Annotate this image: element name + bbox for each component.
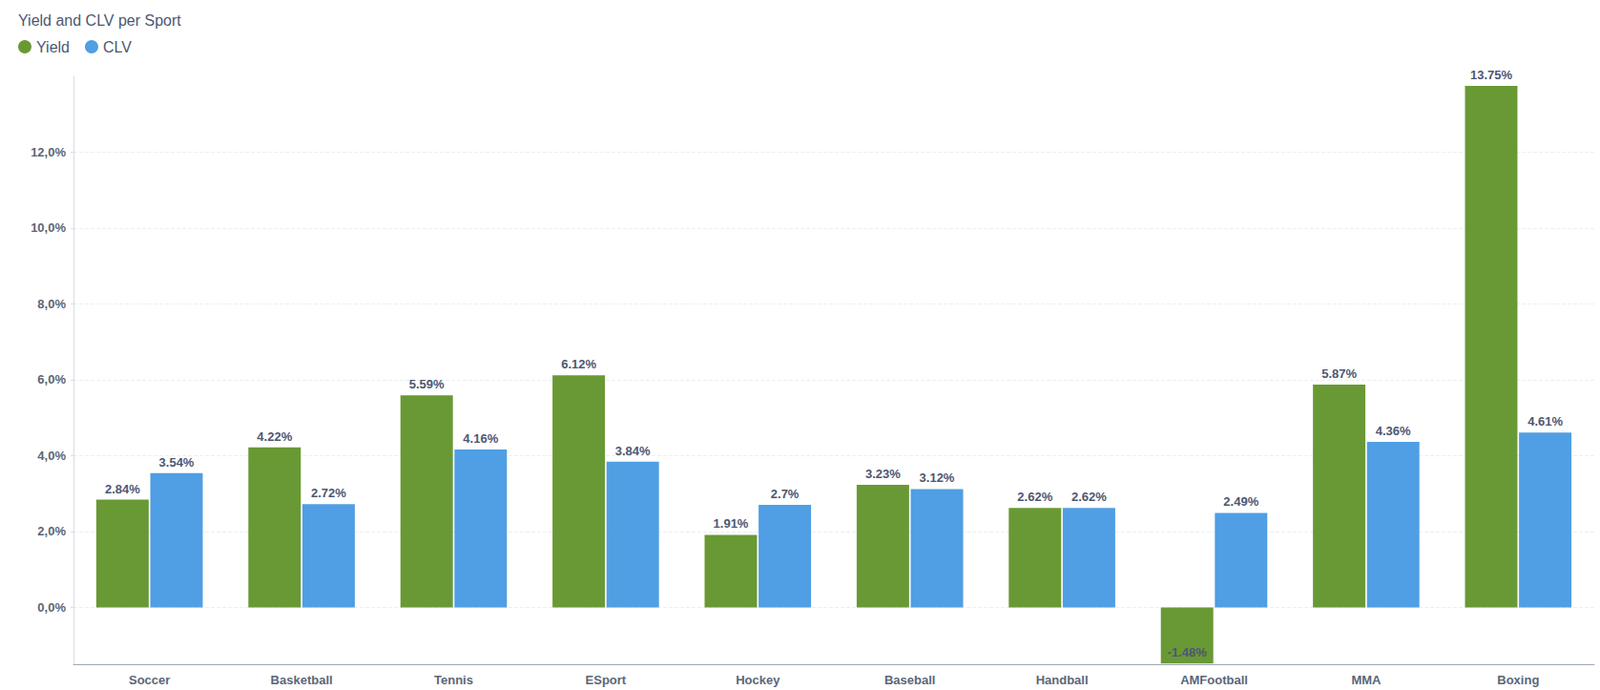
svg-text:Soccer: Soccer [128,672,170,687]
svg-text:0,0%: 0,0% [37,600,66,615]
svg-text:Boxing: Boxing [1496,672,1539,687]
svg-text:5.59%: 5.59% [409,376,445,392]
svg-text:1.91%: 1.91% [713,516,749,531]
svg-text:3.23%: 3.23% [865,466,901,481]
svg-text:AMFootball: AMFootball [1180,672,1248,687]
svg-text:CLV: CLV [103,39,132,56]
svg-text:4.61%: 4.61% [1527,414,1563,429]
svg-text:4.22%: 4.22% [256,429,292,444]
svg-text:4.16%: 4.16% [462,431,499,446]
svg-text:4,0%: 4,0% [37,448,66,463]
svg-text:Yield and CLV per Sport: Yield and CLV per Sport [18,12,182,29]
svg-text:5.87%: 5.87% [1321,366,1357,381]
svg-text:Basketball: Basketball [270,672,333,687]
svg-text:2.7%: 2.7% [770,486,800,501]
svg-text:13.75%: 13.75% [1470,67,1514,83]
svg-text:2.62%: 2.62% [1017,489,1053,504]
svg-text:2.84%: 2.84% [104,481,141,497]
svg-text:3.54%: 3.54% [159,455,195,470]
svg-text:6.12%: 6.12% [561,356,597,372]
svg-text:12,0%: 12,0% [30,145,66,160]
svg-text:Yield: Yield [36,39,70,56]
svg-text:Tennis: Tennis [434,672,474,687]
svg-text:Baseball: Baseball [884,672,936,687]
svg-text:8,0%: 8,0% [37,296,66,312]
svg-text:4.36%: 4.36% [1375,423,1412,438]
svg-text:2.72%: 2.72% [311,485,347,500]
svg-text:MMA: MMA [1350,672,1382,687]
svg-text:2,0%: 2,0% [37,523,66,539]
svg-text:2.49%: 2.49% [1223,494,1259,509]
svg-text:3.84%: 3.84% [615,443,651,458]
svg-text:6,0%: 6,0% [37,372,66,387]
svg-text:2.62%: 2.62% [1071,489,1107,504]
svg-text:Hockey: Hockey [735,672,781,687]
svg-text:ESport: ESport [585,672,627,687]
svg-text:Handball: Handball [1036,672,1089,687]
svg-text:3.12%: 3.12% [919,470,956,485]
svg-text:-1.48%: -1.48% [1167,644,1208,660]
svg-text:10,0%: 10,0% [30,220,66,235]
